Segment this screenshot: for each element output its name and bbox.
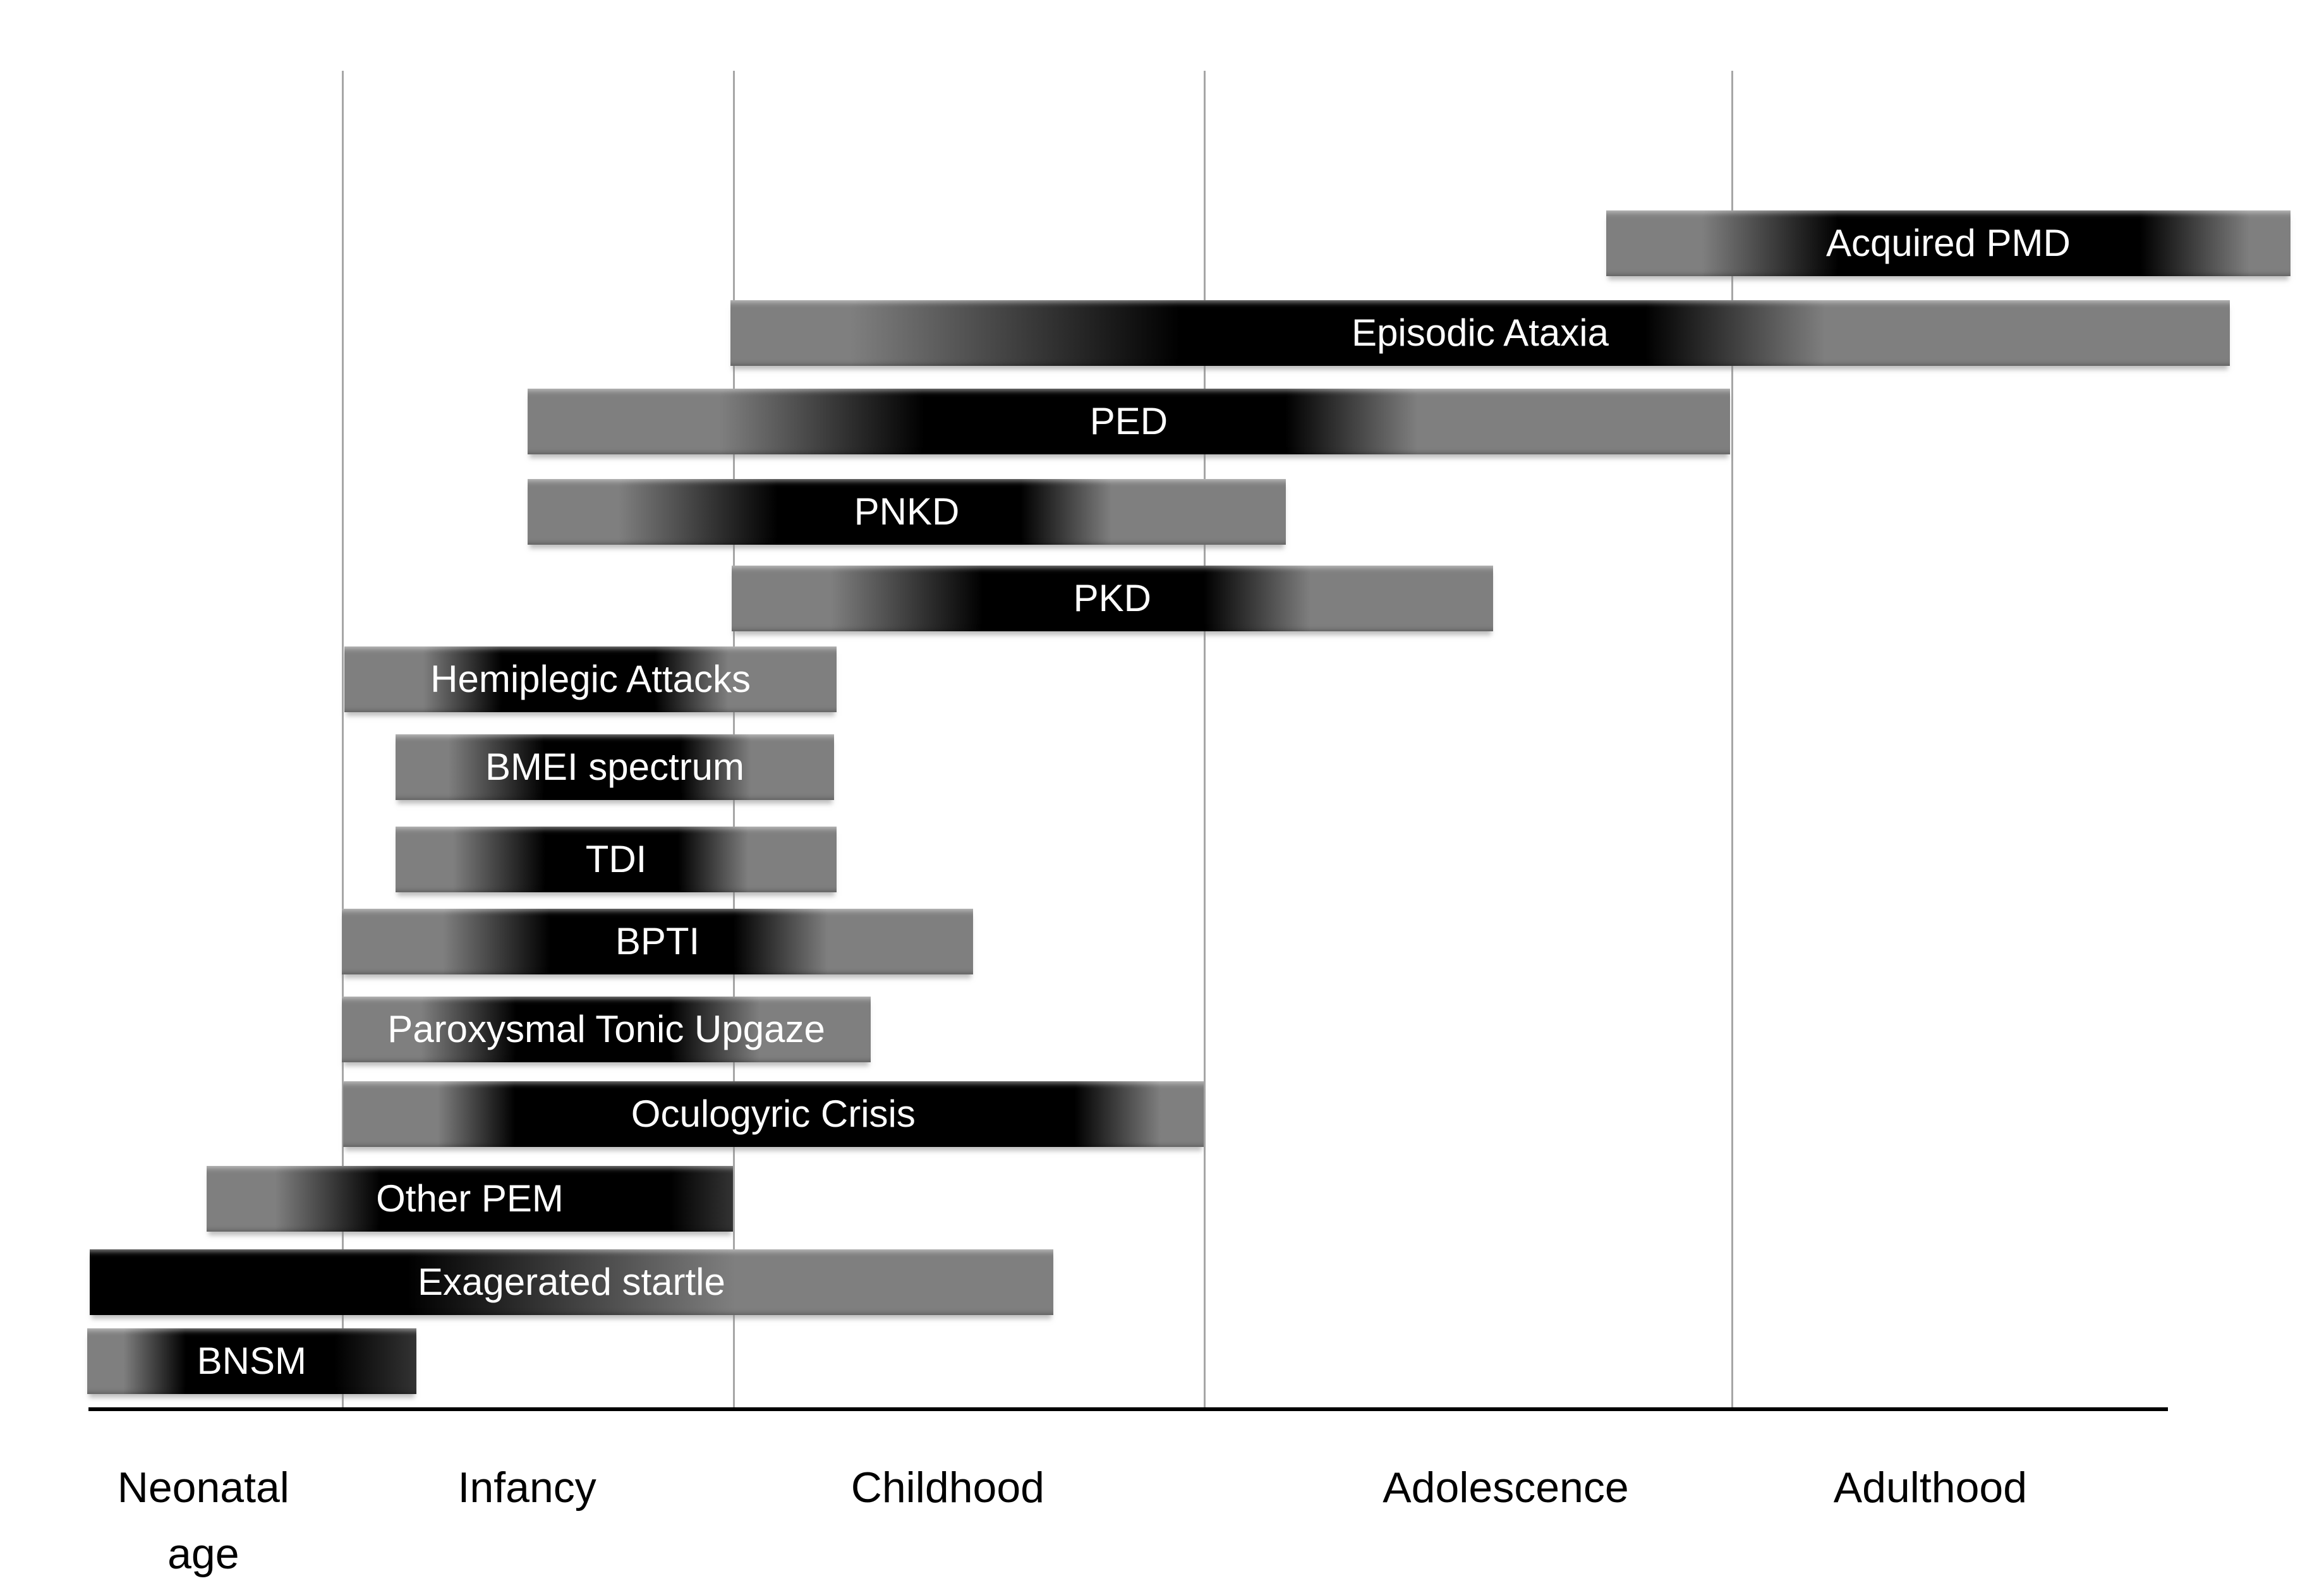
bar-label-ped: PED — [1089, 400, 1168, 443]
bar-label-bmei-spectrum: BMEI spectrum — [485, 746, 745, 789]
bar-label-pkd: PKD — [1073, 576, 1151, 619]
bar-bpti: BPTI — [342, 908, 973, 974]
axis-label-adulthood: Adulthood — [1833, 1463, 2028, 1512]
axis-label-neonatal: Neonatal age — [117, 1463, 289, 1579]
bar-bmei-spectrum: BMEI spectrum — [395, 734, 835, 801]
bar-other-pem: Other PEM — [206, 1166, 734, 1232]
bar-tdi: TDI — [395, 826, 837, 892]
bar-exagerated-startle: Exagerated startle — [89, 1249, 1053, 1316]
bar-pnkd: PNKD — [527, 478, 1286, 545]
bar-label-acquired-pmd: Acquired PMD — [1826, 221, 2071, 264]
axis-label-infancy: Infancy — [457, 1463, 596, 1512]
bar-ped: PED — [527, 389, 1730, 455]
gridline-3 — [1204, 71, 1206, 1409]
bar-pkd: PKD — [731, 566, 1493, 631]
bar-label-other-pem: Other PEM — [376, 1177, 564, 1220]
gridline-4 — [1731, 71, 1734, 1409]
bar-label-tdi: TDI — [585, 837, 647, 880]
bar-label-oculogyric-crisis: Oculogyric Crisis — [631, 1093, 916, 1135]
bar-label-hemiplegic-attacks: Hemiplegic Attacks — [430, 657, 751, 700]
x-axis-line — [88, 1407, 2169, 1412]
bar-episodic-ataxia: Episodic Ataxia — [730, 300, 2230, 366]
axis-label-adolescence: Adolescence — [1383, 1463, 1629, 1512]
bar-acquired-pmd: Acquired PMD — [1606, 210, 2291, 276]
gridline-1 — [342, 71, 344, 1409]
axis-label-childhood: Childhood — [850, 1463, 1044, 1512]
bar-label-episodic-ataxia: Episodic Ataxia — [1352, 312, 1609, 354]
bar-bnsm: BNSM — [87, 1328, 416, 1394]
bar-label-exagerated-startle: Exagerated startle — [417, 1261, 725, 1304]
bar-paroxysmal-tonic-upgaze: Paroxysmal Tonic Upgaze — [342, 996, 871, 1062]
bar-label-bnsm: BNSM — [197, 1339, 306, 1382]
bar-label-bpti: BPTI — [615, 919, 700, 962]
bar-label-paroxysmal-tonic-upgaze: Paroxysmal Tonic Upgaze — [387, 1007, 825, 1050]
bar-hemiplegic-attacks: Hemiplegic Attacks — [344, 646, 837, 712]
bar-label-pnkd: PNKD — [854, 490, 960, 533]
bar-oculogyric-crisis: Oculogyric Crisis — [342, 1081, 1204, 1147]
